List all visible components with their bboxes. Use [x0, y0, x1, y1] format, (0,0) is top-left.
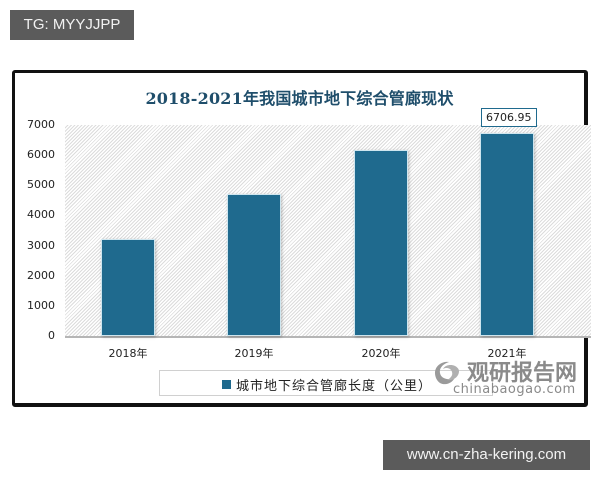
website-tag-overlay: www.cn-zha-kering.com [383, 440, 590, 470]
y-tick-4000: 4000 [27, 208, 55, 221]
x-label-2019: 2019年 [234, 347, 274, 360]
y-tick-7000: 7000 [27, 118, 55, 131]
x-axis-line [65, 336, 591, 338]
y-tick-6000: 6000 [27, 148, 55, 161]
bar-2020 [354, 150, 408, 336]
chinabaogao-logo-icon [435, 361, 459, 385]
x-label-2021: 2021年 [487, 347, 527, 360]
y-tick-3000: 3000 [27, 239, 55, 252]
y-tick-1000: 1000 [27, 299, 55, 312]
chart-title: 2018-2021年我国城市地下综合管廊现状 [145, 89, 454, 108]
y-tick-2000: 2000 [27, 269, 55, 282]
watermark-en-text: chinabaogao.com [453, 382, 576, 397]
y-tick-0: 0 [48, 329, 55, 342]
x-label-2020: 2020年 [361, 347, 401, 360]
y-tick-5000: 5000 [27, 178, 55, 191]
telegram-tag-overlay: TG: MYYJJPP [10, 10, 134, 40]
watermark-cn-text: 观研报告网 [467, 361, 578, 386]
bar-2021 [480, 133, 534, 336]
data-label-2021: 6706.95 [481, 108, 537, 127]
watermark: 观研报告网 chinabaogao.com [431, 353, 581, 403]
legend-label: 城市地下综合管廊长度（公里） [236, 379, 433, 394]
x-label-2018: 2018年 [108, 347, 148, 360]
legend-swatch-icon [222, 380, 231, 389]
bar-2019 [227, 194, 281, 336]
bar-2018 [101, 239, 155, 336]
chart-legend: 城市地下综合管廊长度（公里） [159, 370, 493, 396]
chart-container: 2018-2021年我国城市地下综合管廊现状 7000 6000 5000 40… [12, 70, 591, 407]
